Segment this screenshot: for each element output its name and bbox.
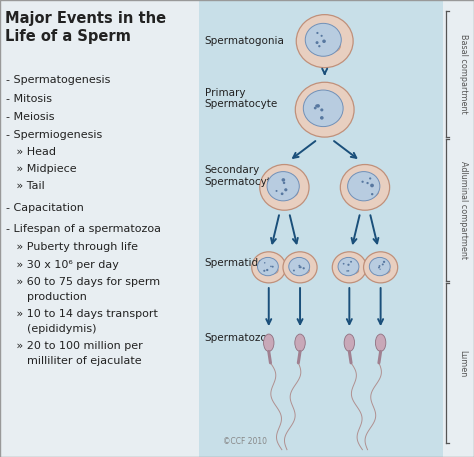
- Circle shape: [282, 178, 285, 182]
- Circle shape: [343, 263, 345, 265]
- Text: - Lifespan of a spermatozoa: - Lifespan of a spermatozoa: [6, 224, 161, 234]
- Text: milliliter of ejaculate: milliliter of ejaculate: [6, 356, 141, 366]
- Text: Lumen: Lumen: [459, 350, 467, 377]
- Circle shape: [369, 177, 371, 180]
- Ellipse shape: [338, 257, 359, 276]
- Circle shape: [320, 35, 323, 37]
- Circle shape: [350, 261, 352, 263]
- Circle shape: [316, 41, 319, 44]
- Circle shape: [293, 270, 295, 271]
- Text: » Puberty through life: » Puberty through life: [6, 242, 137, 252]
- Ellipse shape: [340, 165, 390, 210]
- Ellipse shape: [295, 82, 354, 137]
- Ellipse shape: [283, 252, 317, 283]
- Circle shape: [283, 182, 285, 184]
- Text: - Mitosis: - Mitosis: [6, 94, 52, 104]
- Circle shape: [346, 270, 348, 272]
- Circle shape: [348, 270, 349, 271]
- Ellipse shape: [296, 15, 353, 68]
- Text: Secondary
Spermatocytes: Secondary Spermatocytes: [205, 165, 283, 186]
- Circle shape: [320, 108, 323, 112]
- Circle shape: [272, 266, 273, 268]
- Text: - Capacitation: - Capacitation: [6, 203, 83, 213]
- Circle shape: [322, 39, 326, 43]
- Ellipse shape: [347, 171, 380, 201]
- Circle shape: [281, 192, 283, 195]
- Ellipse shape: [270, 267, 278, 274]
- Circle shape: [266, 269, 268, 271]
- Circle shape: [366, 182, 369, 184]
- FancyBboxPatch shape: [0, 0, 199, 457]
- Ellipse shape: [375, 334, 386, 351]
- Text: » 10 to 14 days transport: » 10 to 14 days transport: [6, 309, 157, 319]
- Circle shape: [362, 181, 364, 183]
- Circle shape: [379, 265, 381, 267]
- Circle shape: [380, 269, 381, 270]
- Circle shape: [270, 266, 272, 267]
- Text: - Spermatogenesis: - Spermatogenesis: [6, 75, 110, 85]
- Text: Spermatids: Spermatids: [205, 258, 264, 268]
- Ellipse shape: [382, 267, 390, 274]
- Ellipse shape: [344, 334, 355, 351]
- Text: » 30 x 10⁶ per day: » 30 x 10⁶ per day: [6, 260, 118, 270]
- Text: » 20 to 100 million per: » 20 to 100 million per: [6, 341, 143, 351]
- Ellipse shape: [366, 187, 379, 197]
- Text: - Spermiogenesis: - Spermiogenesis: [6, 130, 102, 140]
- Circle shape: [302, 267, 305, 269]
- Text: production: production: [6, 292, 87, 302]
- Ellipse shape: [257, 257, 278, 276]
- Circle shape: [383, 261, 385, 263]
- Circle shape: [347, 264, 350, 266]
- Ellipse shape: [305, 23, 341, 56]
- Text: Adluminal compartment: Adluminal compartment: [459, 161, 467, 259]
- Circle shape: [370, 184, 374, 187]
- Circle shape: [316, 104, 320, 108]
- Text: (epididymis): (epididymis): [6, 324, 96, 334]
- Ellipse shape: [252, 252, 286, 283]
- Ellipse shape: [264, 334, 274, 351]
- Ellipse shape: [364, 252, 398, 283]
- FancyBboxPatch shape: [443, 0, 474, 457]
- Circle shape: [378, 266, 380, 268]
- Text: » Head: » Head: [6, 147, 55, 157]
- Ellipse shape: [286, 187, 298, 197]
- Ellipse shape: [289, 257, 310, 276]
- FancyBboxPatch shape: [199, 0, 443, 457]
- Text: » 60 to 75 days for sperm: » 60 to 75 days for sperm: [6, 277, 160, 287]
- Ellipse shape: [350, 267, 359, 274]
- Circle shape: [382, 263, 384, 266]
- Text: » Midpiece: » Midpiece: [6, 164, 76, 174]
- Text: - Meiosis: - Meiosis: [6, 112, 54, 122]
- Ellipse shape: [326, 41, 340, 52]
- Circle shape: [315, 104, 319, 107]
- Ellipse shape: [260, 165, 309, 210]
- Circle shape: [264, 262, 265, 264]
- Ellipse shape: [267, 171, 299, 201]
- Circle shape: [275, 190, 278, 192]
- Text: Primary
Spermatocyte: Primary Spermatocyte: [205, 88, 278, 109]
- Circle shape: [300, 266, 301, 268]
- Circle shape: [284, 188, 287, 191]
- Circle shape: [320, 116, 324, 120]
- Ellipse shape: [326, 110, 341, 121]
- Circle shape: [298, 265, 301, 267]
- Text: Basal compartment: Basal compartment: [459, 34, 467, 114]
- Ellipse shape: [295, 334, 305, 351]
- Ellipse shape: [332, 252, 366, 283]
- Circle shape: [371, 193, 374, 195]
- Text: Spermatozoa: Spermatozoa: [205, 333, 274, 343]
- Text: ©CCF 2010: ©CCF 2010: [223, 436, 267, 446]
- Circle shape: [314, 106, 317, 109]
- Circle shape: [318, 45, 320, 48]
- Circle shape: [263, 270, 265, 272]
- Circle shape: [316, 32, 319, 34]
- Ellipse shape: [369, 257, 390, 276]
- Ellipse shape: [303, 90, 343, 127]
- Text: » Tail: » Tail: [6, 181, 45, 191]
- Text: Major Events in the
Life of a Sperm: Major Events in the Life of a Sperm: [5, 11, 166, 44]
- Ellipse shape: [301, 267, 310, 274]
- Circle shape: [299, 266, 301, 268]
- Text: Spermatogonia: Spermatogonia: [205, 36, 285, 46]
